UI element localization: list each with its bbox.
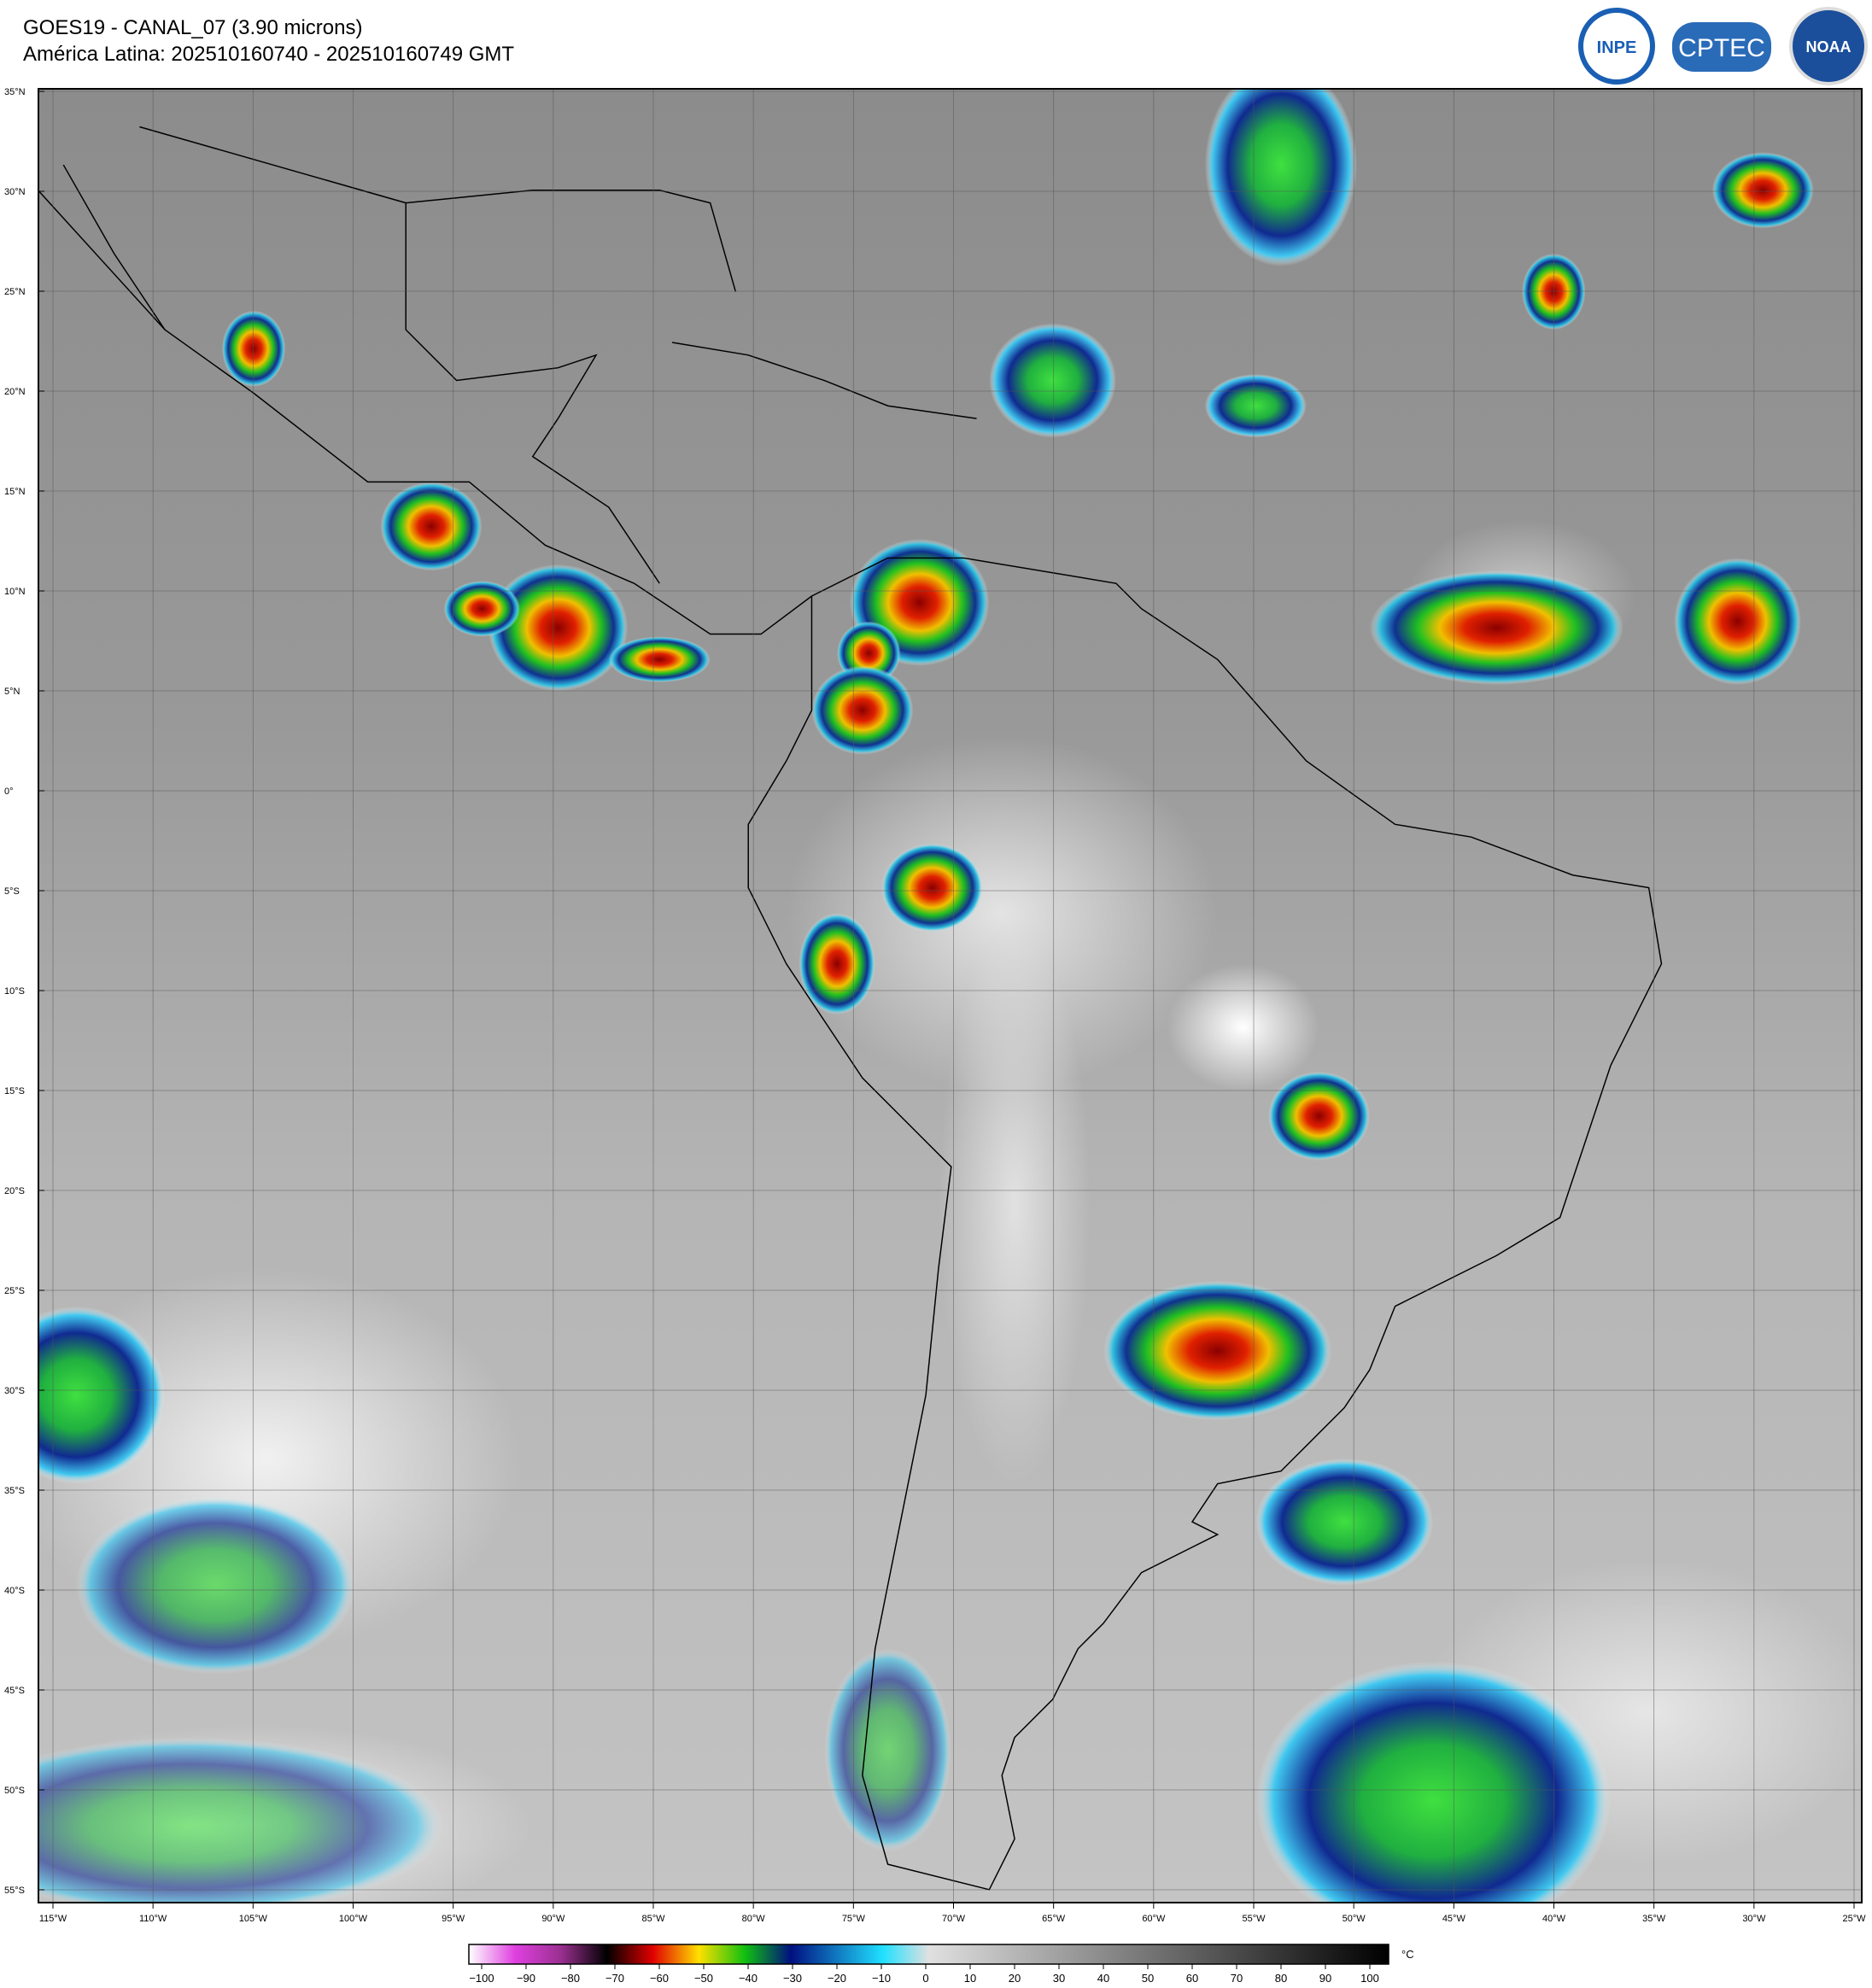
lon-label: 25°W	[1842, 1914, 1866, 1924]
lon-label: 80°W	[742, 1914, 766, 1924]
lon-label: 75°W	[842, 1914, 866, 1924]
colorbar-tick-label: 20	[1009, 1972, 1021, 1985]
lon-label: 100°W	[339, 1914, 368, 1924]
colorbar-tick-label: 70	[1231, 1972, 1243, 1985]
lat-label: 25°N	[4, 287, 26, 297]
colorbar-tick-label: −100	[469, 1972, 494, 1985]
lat-label: 30°S	[4, 1386, 25, 1396]
lat-label: 10°N	[4, 587, 26, 597]
subtitle: América Latina: 202510160740 - 202510160…	[23, 43, 514, 66]
imagery	[38, 89, 1862, 1903]
lat-label: 35°N	[4, 87, 26, 97]
colorbar-unit: °C	[1401, 1948, 1414, 1961]
lat-label: 15°S	[4, 1086, 25, 1096]
colorbar-tick-label: −40	[739, 1972, 758, 1985]
lat-label: 55°S	[4, 1886, 25, 1896]
title: GOES19 - CANAL_07 (3.90 microns)	[23, 16, 363, 39]
lat-label: 10°S	[4, 986, 25, 997]
lat-label: 50°S	[4, 1786, 25, 1796]
lon-label: 90°W	[541, 1914, 565, 1924]
lon-label: 50°W	[1343, 1914, 1366, 1924]
lon-label: 30°W	[1742, 1914, 1766, 1924]
lat-label: 20°S	[4, 1186, 25, 1196]
colorbar-tick-label: −60	[650, 1972, 669, 1985]
lon-label: 110°W	[139, 1914, 167, 1924]
lon-label: 105°W	[239, 1914, 268, 1924]
colorbar-tick-label: 100	[1360, 1972, 1379, 1985]
colorbar-tick-label: 0	[922, 1972, 928, 1985]
lat-label: 30°N	[4, 187, 26, 197]
noaa-text: NOAA	[1806, 38, 1852, 56]
lat-label: 45°S	[4, 1686, 25, 1696]
colorbar-tick-label: −10	[872, 1972, 891, 1985]
colorbar-tick-label: −50	[694, 1972, 713, 1985]
cptec-logo	[1672, 22, 1771, 72]
colorbar-tick-label: −70	[605, 1972, 624, 1985]
lat-label: 25°S	[4, 1286, 25, 1296]
lat-label: 20°N	[4, 387, 26, 397]
lat-label: 5°S	[4, 886, 20, 897]
lat-label: 0°	[4, 786, 14, 797]
map	[38, 89, 1862, 1903]
lat-label: 35°S	[4, 1486, 25, 1496]
lon-label: 85°W	[641, 1914, 665, 1924]
colorbar-tick-label: 40	[1097, 1972, 1109, 1985]
lon-label: 115°W	[39, 1914, 67, 1924]
map-frame	[38, 88, 1863, 1903]
logos: INPE CPTEC NOAA	[1578, 7, 1868, 85]
colorbar-tick-label: −30	[783, 1972, 802, 1985]
colorbar-tick-label: 90	[1319, 1972, 1331, 1985]
colorbar-tick-label: 60	[1186, 1972, 1198, 1985]
noaa-logo	[1789, 7, 1868, 85]
lat-label: 5°N	[4, 687, 20, 697]
colorbar-tick-label: −90	[517, 1972, 535, 1985]
coastlines	[38, 126, 1663, 1891]
colorbar-tick-label: −80	[561, 1972, 580, 1985]
colorbar-tick-label: 80	[1275, 1972, 1287, 1985]
colorbar-tick-label: 50	[1142, 1972, 1154, 1985]
cptec-text: CPTEC	[1678, 34, 1765, 62]
inpe-text: INPE	[1597, 38, 1637, 57]
lon-label: 60°W	[1142, 1914, 1166, 1924]
lon-label: 65°W	[1042, 1914, 1066, 1924]
colorbar-tick-label: 30	[1053, 1972, 1065, 1985]
lon-label: 55°W	[1242, 1914, 1266, 1924]
colorbar	[468, 1944, 1389, 1965]
lon-label: 40°W	[1542, 1914, 1566, 1924]
lon-label: 70°W	[942, 1914, 966, 1924]
colorbar-tick-label: 10	[964, 1972, 976, 1985]
lat-label: 15°N	[4, 487, 26, 497]
lat-label: 40°S	[4, 1586, 25, 1596]
lon-label: 45°W	[1442, 1914, 1466, 1924]
inpe-logo	[1578, 8, 1655, 85]
lon-label: 95°W	[442, 1914, 465, 1924]
lon-label: 35°W	[1642, 1914, 1666, 1924]
colorbar-tick-label: −20	[828, 1972, 846, 1985]
